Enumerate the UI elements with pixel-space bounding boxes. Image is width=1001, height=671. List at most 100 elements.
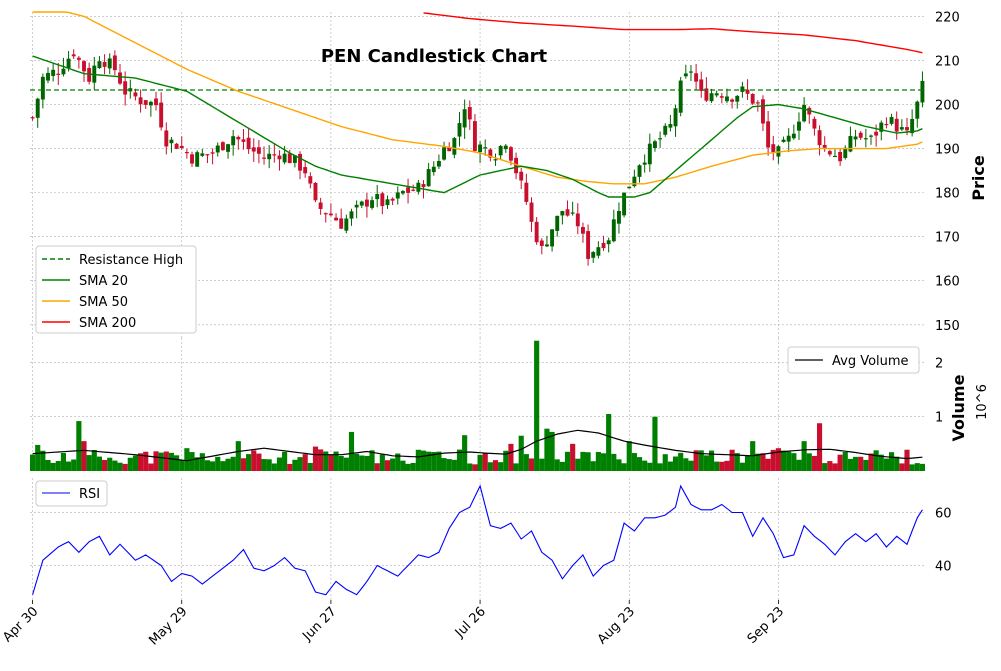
- candle-body: [184, 151, 189, 154]
- volume-bar: [904, 449, 910, 471]
- volume-bar: [395, 453, 401, 471]
- candle-body: [596, 247, 601, 256]
- volume-bar: [410, 462, 416, 471]
- volume-bar: [50, 462, 56, 471]
- candle-body: [195, 152, 200, 167]
- volume-bar: [163, 451, 169, 471]
- candle-body: [863, 138, 868, 140]
- candle-body: [442, 147, 447, 160]
- volume-bar: [210, 461, 216, 471]
- volume-bar: [554, 459, 560, 471]
- candle-body: [323, 213, 328, 215]
- candle-body: [534, 221, 539, 243]
- candle-body: [894, 118, 899, 132]
- volume-bar: [780, 450, 787, 471]
- volume-bar: [755, 453, 761, 471]
- candle-body: [858, 132, 863, 138]
- volume-bar: [760, 453, 766, 471]
- candle-body: [694, 73, 699, 82]
- volume-bar: [852, 456, 859, 471]
- volume-bar: [235, 441, 241, 471]
- candle-body: [519, 171, 524, 181]
- candle-body: [833, 155, 837, 158]
- candle-body: [112, 55, 117, 71]
- candle-body: [560, 211, 565, 216]
- volume-bar: [467, 463, 473, 471]
- volume-bar: [775, 448, 781, 471]
- candle-body: [869, 135, 873, 137]
- volume-panel: 1 2 Volume 10^6 Avg Volume: [30, 340, 990, 471]
- volume-bar: [652, 416, 658, 471]
- volume-bar: [688, 460, 694, 471]
- volume-bar: [647, 462, 653, 471]
- volume-bar: [302, 454, 308, 471]
- volume-bar: [816, 423, 823, 471]
- candle-body: [575, 213, 580, 227]
- volume-bar: [539, 458, 545, 471]
- candle-body: [606, 240, 611, 245]
- candle-body: [76, 57, 81, 60]
- sma50-line: [32, 11, 923, 185]
- volume-bar: [544, 428, 550, 471]
- candle-body: [791, 133, 796, 139]
- candle-body: [375, 194, 380, 200]
- price-tick-label: 220: [935, 10, 960, 25]
- volume-bar: [240, 458, 247, 471]
- candle-body: [899, 127, 904, 130]
- volume-bar: [282, 451, 288, 471]
- sma200-line: [423, 12, 923, 54]
- volume-bar: [894, 456, 900, 471]
- candle-body: [46, 72, 50, 81]
- candle-body: [426, 169, 431, 187]
- volume-bar: [606, 414, 612, 471]
- volume-bar: [888, 452, 895, 471]
- candle-body: [817, 130, 822, 146]
- candle-body: [544, 244, 549, 247]
- candle-body: [622, 192, 627, 216]
- candle-body: [313, 182, 318, 201]
- volume-bar: [30, 454, 36, 471]
- candle-body: [884, 123, 889, 126]
- volume-bar: [472, 464, 478, 471]
- volume-bar: [564, 451, 571, 471]
- rsi-line: [32, 484, 923, 596]
- volume-bar: [842, 452, 848, 471]
- legend-box: [35, 245, 197, 334]
- candle-body: [97, 61, 102, 69]
- candle-body: [766, 121, 771, 148]
- candle-body: [148, 101, 153, 106]
- candle-body: [457, 123, 462, 137]
- candle-body: [709, 93, 714, 102]
- volume-bar: [323, 451, 329, 471]
- volume-bar: [595, 452, 601, 471]
- legend-label: Avg Volume: [832, 354, 909, 369]
- volume-bar: [184, 448, 190, 471]
- candle-body: [447, 147, 452, 152]
- volume-bar: [492, 460, 499, 471]
- candle-body: [436, 161, 441, 167]
- volume-bar: [811, 455, 817, 471]
- volume-bar: [132, 455, 139, 471]
- candle-body: [107, 58, 112, 69]
- volume-legend: Avg Volume: [787, 346, 920, 374]
- volume-bar: [770, 449, 776, 471]
- volume-bar: [55, 461, 61, 471]
- volume-bar: [657, 463, 663, 471]
- candle-body: [905, 127, 909, 131]
- volume-bar: [40, 450, 46, 471]
- volume-bar: [138, 453, 144, 471]
- volume-bar: [559, 461, 565, 471]
- volume-bar: [847, 458, 853, 471]
- volume-bar: [919, 463, 925, 471]
- legend-label: SMA 200: [79, 316, 136, 331]
- volume-bar: [86, 455, 92, 471]
- candle-body: [529, 202, 534, 222]
- volume-bar: [899, 463, 905, 471]
- candle-body: [190, 154, 194, 164]
- volume-bar: [312, 446, 319, 471]
- candle-body: [380, 193, 385, 207]
- candle-body: [133, 92, 138, 97]
- candle-body: [298, 153, 302, 171]
- volume-tick-label: 1: [935, 411, 943, 426]
- volume-bar: [508, 443, 514, 471]
